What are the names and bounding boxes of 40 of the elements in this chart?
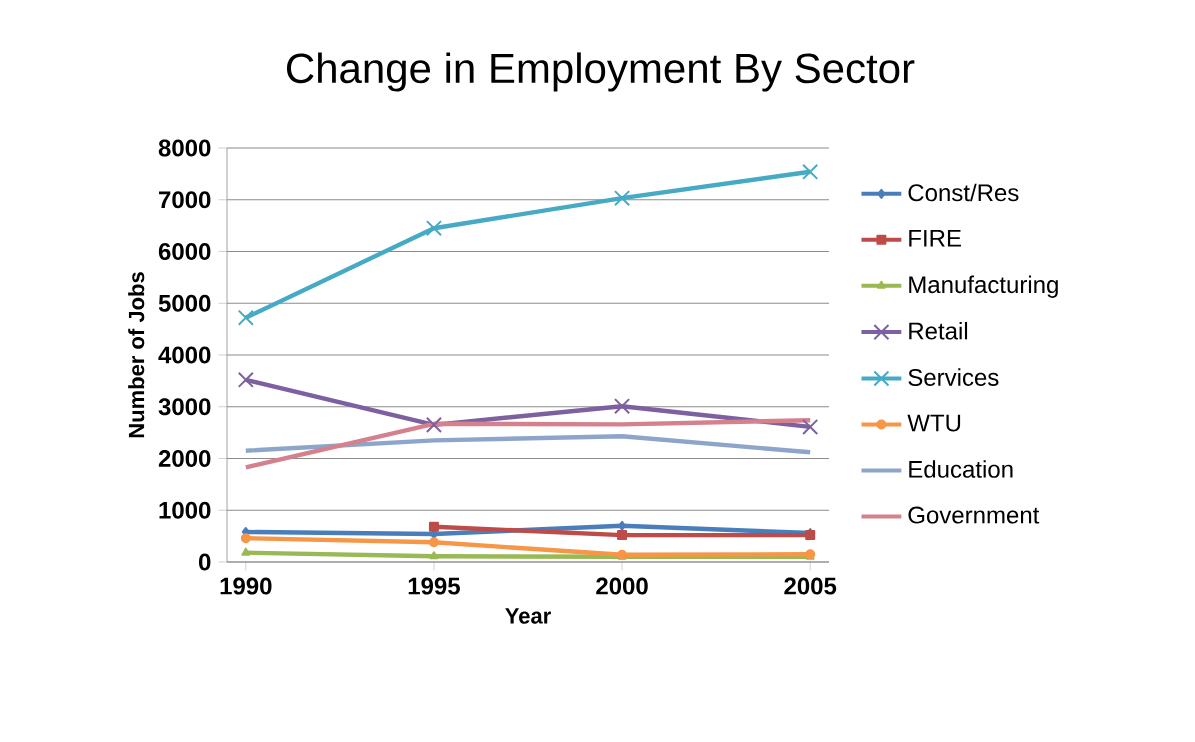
y-tick-label: 1000: [159, 501, 211, 519]
point: [425, 220, 443, 237]
point: [241, 547, 251, 556]
legend-label: Manufacturing: [909, 275, 1058, 298]
y-axis-title: Number of Jobs: [128, 272, 145, 438]
legend-label: FIRE: [909, 230, 961, 247]
x-tick-label: 1995: [408, 577, 460, 595]
y-tick-label: 7000: [159, 191, 211, 209]
y-tick-label: 5000: [158, 294, 211, 312]
legend-label: Retail: [909, 321, 968, 340]
point: [429, 551, 439, 560]
y-tick-label: 4000: [158, 346, 211, 364]
x-tick-label: 2005: [784, 577, 837, 595]
y-tick-label: 8000: [158, 139, 211, 157]
point: [428, 537, 439, 548]
y-tick-label: 2000: [158, 450, 211, 467]
point: [237, 309, 254, 326]
point: [802, 418, 819, 435]
legend-label: Education: [909, 460, 1013, 478]
x-axis-title: Year: [505, 608, 551, 624]
point: [425, 416, 443, 433]
y-tick-label: 0: [198, 553, 211, 571]
chart-title: Change in Employment By Sector: [286, 52, 915, 92]
line-series: [243, 417, 813, 470]
point: [613, 190, 631, 207]
legend-label: Services: [908, 368, 999, 386]
point: [237, 371, 254, 388]
legend-label: WTU: [907, 414, 961, 432]
point: [613, 398, 631, 415]
line-series: [243, 434, 813, 455]
y-tick-label: 6000: [158, 243, 211, 260]
point: [802, 163, 819, 180]
point: [240, 533, 251, 544]
point: [428, 521, 439, 532]
legend-label: Const/Res: [908, 183, 1019, 202]
y-tick-label: 3000: [158, 398, 211, 416]
x-tick-label: 2000: [596, 577, 648, 595]
x-tick-label: 1990: [220, 577, 272, 595]
legend-label: Government: [908, 506, 1040, 524]
point: [617, 530, 628, 541]
